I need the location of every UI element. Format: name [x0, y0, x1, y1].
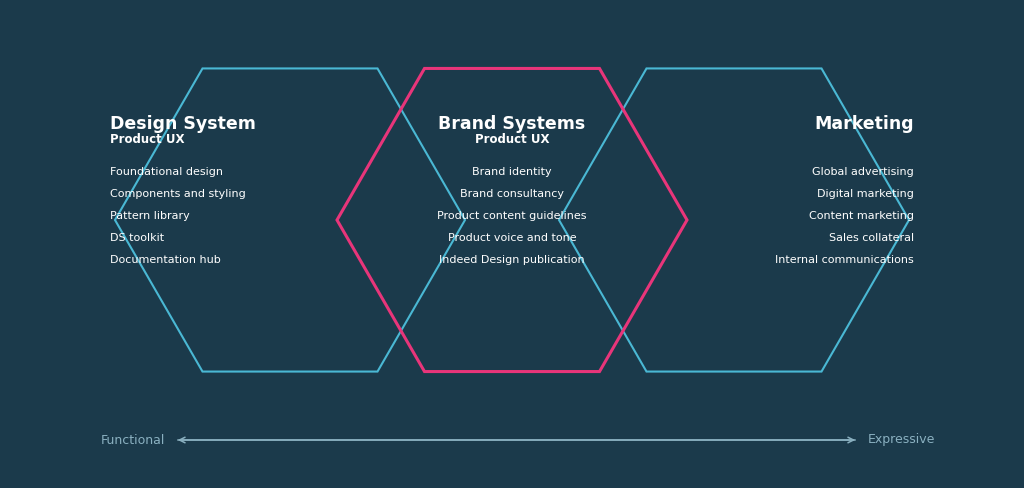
Text: Global advertising: Global advertising — [812, 167, 914, 177]
Text: Expressive: Expressive — [868, 433, 935, 447]
Text: Digital marketing: Digital marketing — [817, 189, 914, 199]
Text: Components and styling: Components and styling — [110, 189, 246, 199]
Text: Brand identity: Brand identity — [472, 167, 552, 177]
Text: Design System: Design System — [110, 115, 256, 133]
Text: DS toolkit: DS toolkit — [110, 233, 164, 243]
Text: Indeed Design publication: Indeed Design publication — [439, 255, 585, 265]
Text: Pattern library: Pattern library — [110, 211, 189, 221]
Text: Product UX: Product UX — [110, 133, 184, 146]
Text: Product content guidelines: Product content guidelines — [437, 211, 587, 221]
Text: Internal communications: Internal communications — [775, 255, 914, 265]
Text: Documentation hub: Documentation hub — [110, 255, 221, 265]
Text: Sales collateral: Sales collateral — [828, 233, 914, 243]
Text: Marketing: Marketing — [814, 115, 914, 133]
Text: Brand Systems: Brand Systems — [438, 115, 586, 133]
Text: Product voice and tone: Product voice and tone — [447, 233, 577, 243]
Text: Functional: Functional — [100, 433, 165, 447]
Text: Content marketing: Content marketing — [809, 211, 914, 221]
Text: Product UX: Product UX — [475, 133, 549, 146]
Text: Foundational design: Foundational design — [110, 167, 223, 177]
Text: Brand consultancy: Brand consultancy — [460, 189, 564, 199]
